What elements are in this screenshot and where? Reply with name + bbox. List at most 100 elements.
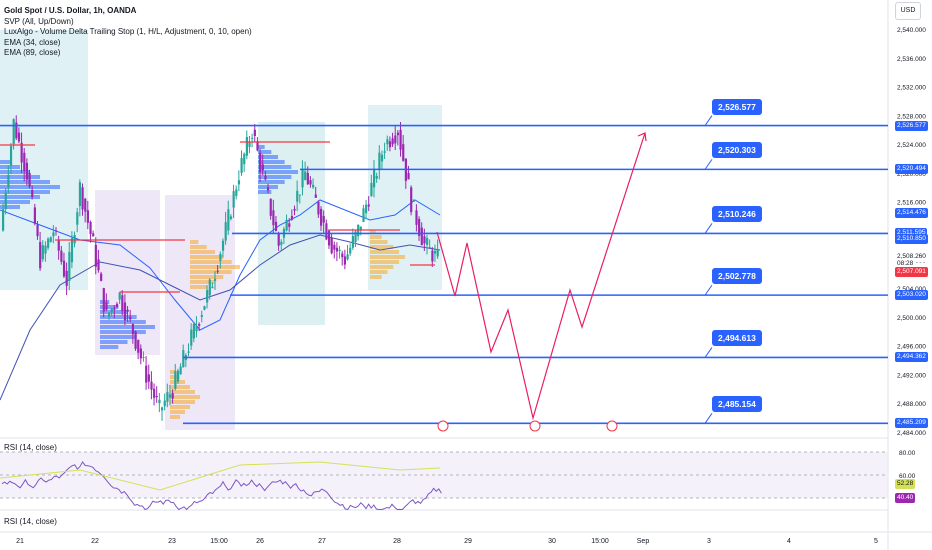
candle-body	[163, 400, 166, 407]
level-callout[interactable]: 2,520.303	[712, 142, 762, 159]
candle-body	[131, 324, 135, 335]
candle-body	[245, 137, 248, 156]
candle-body	[86, 210, 89, 223]
price-label: 2,507.091	[895, 266, 928, 277]
candle-body	[94, 244, 97, 267]
candle-body	[147, 374, 150, 382]
candle-body	[288, 223, 291, 227]
candle-body	[20, 142, 23, 163]
candle-body	[251, 137, 254, 139]
candle-body	[155, 396, 158, 398]
candle-body	[126, 309, 129, 312]
economic-event-icon	[529, 420, 541, 432]
candle-body	[410, 187, 413, 213]
chart-legend: Gold Spot / U.S. Dollar, 1h, OANDA SVP (…	[4, 6, 252, 59]
candle-body	[431, 250, 434, 262]
price-tick-label: 2,528.000	[897, 113, 926, 120]
profile-bar	[100, 315, 137, 319]
candle-body	[253, 129, 256, 137]
time-tick-label: 4	[787, 538, 791, 545]
price-tick-label: 2,492.000	[897, 372, 926, 379]
candle-body	[423, 236, 426, 244]
level-callout[interactable]: 2,494.613	[712, 330, 762, 347]
candle-body	[108, 312, 111, 317]
profile-bar	[190, 270, 232, 274]
rsi-value-label: 40.40	[895, 492, 916, 503]
level-callout[interactable]: 2,526.577	[712, 98, 762, 115]
candle-body	[362, 208, 365, 222]
profile-bar	[190, 265, 240, 269]
profile-bar	[190, 245, 207, 249]
candle-body	[81, 187, 84, 210]
candle-body	[73, 235, 76, 244]
level-callout[interactable]: 2,510.246	[712, 206, 762, 223]
projection-path	[436, 132, 646, 421]
candle-body	[182, 350, 185, 368]
ema34-line	[0, 199, 441, 331]
candle-body	[65, 270, 68, 286]
rsi-panel2-label[interactable]: RSI (14, close)	[4, 517, 57, 526]
callout-pointer	[704, 115, 713, 126]
profile-bar	[170, 400, 195, 404]
time-tick-label: 27	[318, 538, 326, 545]
candle-body	[192, 324, 195, 339]
price-tick-label: 2,520.000	[897, 171, 926, 178]
candle-body	[137, 339, 140, 353]
candle-body	[33, 207, 36, 224]
symbol-title[interactable]: Gold Spot / U.S. Dollar, 1h, OANDA	[4, 6, 137, 15]
profile-bar	[370, 260, 400, 264]
profile-bar	[0, 180, 50, 184]
candle-body	[214, 278, 217, 281]
profile-bar	[100, 330, 146, 334]
candle-body	[62, 260, 66, 277]
candle-body	[426, 238, 429, 245]
rsi-tick-label: 60.00	[899, 473, 916, 480]
currency-button[interactable]: USD	[895, 2, 921, 20]
rsi-panel-label[interactable]: RSI (14, close)	[4, 443, 57, 452]
rsi-ma-line	[0, 461, 441, 491]
profile-bar	[370, 245, 394, 249]
profile-bar	[170, 415, 180, 419]
profile-bar	[370, 275, 382, 279]
candle-body	[259, 152, 262, 173]
indicator-ema34[interactable]: EMA (34, close)	[4, 37, 61, 47]
profile-bar	[0, 175, 40, 179]
candle-body	[330, 237, 333, 254]
candle-body	[402, 144, 405, 161]
candle-body	[359, 226, 362, 231]
profile-bar	[258, 190, 272, 194]
candle-body	[367, 204, 370, 207]
candle-body	[129, 316, 132, 320]
time-tick-label: 15:00	[591, 538, 609, 545]
profile-bar	[100, 340, 128, 344]
indicator-ema89[interactable]: EMA (89, close)	[4, 48, 61, 57]
candle-body	[84, 198, 87, 212]
candle-body	[41, 245, 44, 260]
candle-body	[394, 135, 397, 144]
price-label: 2,510.850	[895, 233, 928, 244]
candle-body	[179, 366, 182, 375]
time-tick-label: 22	[91, 538, 99, 545]
candle-body	[121, 295, 124, 311]
candle-body	[235, 189, 238, 196]
candle-body	[190, 329, 193, 346]
candle-body	[134, 331, 137, 349]
level-callout[interactable]: 2,502.778	[712, 268, 762, 285]
candle-body	[17, 132, 21, 142]
candle-body	[264, 175, 267, 180]
indicator-luxalgo[interactable]: LuxAlgo - Volume Delta Trailing Stop (1,…	[4, 27, 252, 36]
candle-body	[97, 259, 100, 271]
time-tick-label: 23	[168, 538, 176, 545]
profile-bar	[0, 165, 20, 169]
candle-body	[142, 357, 145, 359]
candle-body	[274, 221, 278, 231]
level-callout[interactable]: 2,485.154	[712, 396, 762, 413]
candle-body	[304, 171, 307, 181]
candle-body	[383, 151, 386, 153]
candle-body	[206, 290, 209, 303]
indicator-svp[interactable]: SVP (All, Up/Down)	[4, 16, 74, 26]
candle-body	[399, 129, 402, 150]
price-tick-label: 2,532.000	[897, 85, 926, 92]
candle-body	[322, 216, 325, 223]
